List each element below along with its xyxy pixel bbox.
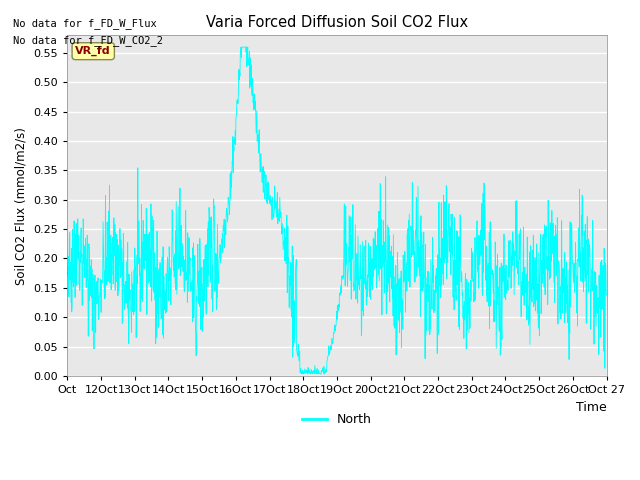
X-axis label: Time: Time <box>576 400 607 413</box>
Text: No data for f_FD_W_Flux: No data for f_FD_W_Flux <box>13 18 157 29</box>
Text: No data for f_FD_W_CO2_2: No data for f_FD_W_CO2_2 <box>13 35 163 46</box>
Legend: North: North <box>297 408 377 431</box>
Y-axis label: Soil CO2 Flux (mmol/m2/s): Soil CO2 Flux (mmol/m2/s) <box>15 127 28 285</box>
Text: VR_fd: VR_fd <box>76 46 111 56</box>
Title: Varia Forced Diffusion Soil CO2 Flux: Varia Forced Diffusion Soil CO2 Flux <box>206 15 468 30</box>
